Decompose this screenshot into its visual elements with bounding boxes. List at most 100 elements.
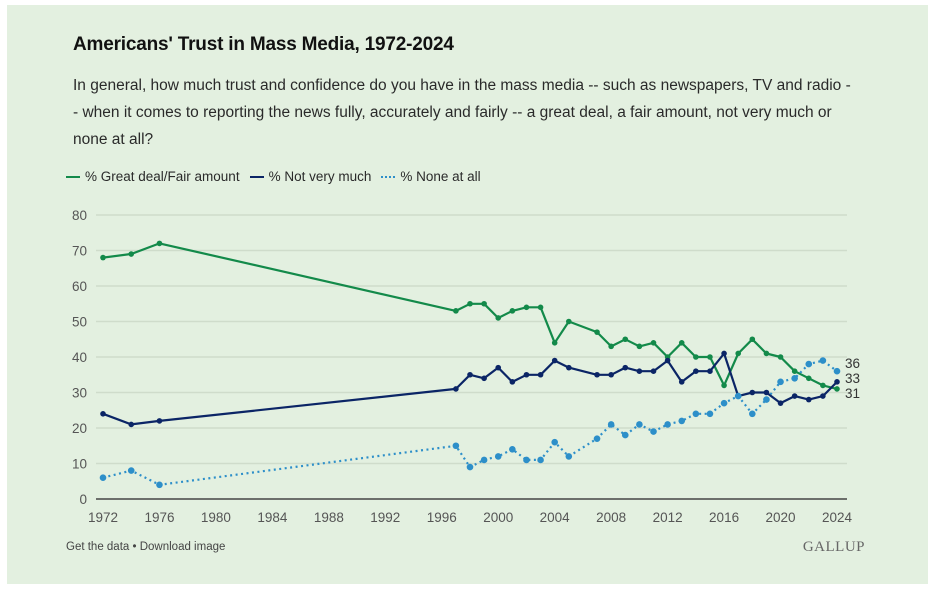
x-tick-label: 1984 [257, 510, 288, 525]
data-point[interactable] [650, 428, 657, 435]
data-point[interactable] [607, 421, 615, 428]
data-point[interactable] [721, 350, 727, 357]
data-point[interactable] [128, 421, 135, 428]
data-point[interactable] [834, 386, 840, 392]
data-point[interactable] [693, 368, 699, 375]
data-point[interactable] [537, 304, 544, 311]
data-point[interactable] [594, 329, 600, 335]
y-tick-label: 60 [72, 279, 87, 294]
data-point[interactable] [481, 300, 487, 307]
data-point[interactable] [735, 350, 741, 357]
data-point[interactable] [551, 438, 558, 446]
data-point[interactable] [749, 410, 756, 418]
data-point[interactable] [127, 467, 135, 474]
data-point[interactable] [467, 300, 473, 307]
footer-separator: • [129, 541, 140, 553]
data-point[interactable] [495, 364, 502, 371]
data-point[interactable] [509, 308, 516, 314]
data-point[interactable] [720, 399, 728, 407]
legend-label-not-very-much: % Not very much [268, 169, 372, 184]
data-point[interactable] [593, 435, 601, 442]
data-point[interactable] [805, 360, 813, 368]
data-point[interactable] [833, 367, 841, 375]
data-point[interactable] [128, 251, 135, 257]
x-tick-label: 1996 [427, 510, 457, 525]
data-point[interactable] [650, 340, 657, 346]
data-point[interactable] [791, 368, 798, 375]
data-point[interactable] [480, 456, 488, 464]
data-point[interactable] [721, 382, 727, 389]
y-tick-label: 10 [72, 457, 87, 472]
data-point[interactable] [537, 456, 544, 464]
data-point[interactable] [749, 389, 756, 396]
x-tick-label: 1992 [370, 510, 400, 525]
data-point[interactable] [664, 421, 671, 428]
data-point[interactable] [537, 371, 544, 378]
data-point[interactable] [523, 304, 530, 311]
data-point[interactable] [551, 357, 558, 364]
data-point[interactable] [523, 456, 530, 464]
legend-swatch-great-deal [66, 175, 80, 178]
data-point[interactable] [467, 371, 473, 378]
data-point[interactable] [693, 354, 699, 360]
data-point[interactable] [805, 396, 812, 403]
data-point[interactable] [594, 371, 600, 378]
data-point[interactable] [664, 357, 671, 364]
data-point[interactable] [566, 364, 572, 371]
data-point[interactable] [734, 392, 742, 400]
data-point[interactable] [820, 393, 826, 399]
data-point[interactable] [706, 410, 714, 418]
data-point[interactable] [692, 410, 700, 418]
data-point[interactable] [819, 357, 827, 364]
data-point[interactable] [650, 368, 657, 375]
data-point[interactable] [100, 254, 106, 261]
data-point[interactable] [678, 340, 685, 346]
data-point[interactable] [621, 431, 629, 439]
data-point[interactable] [156, 240, 163, 247]
data-point[interactable] [777, 400, 784, 406]
data-point[interactable] [636, 368, 643, 375]
data-point[interactable] [707, 354, 713, 360]
data-point[interactable] [777, 378, 784, 386]
data-point[interactable] [523, 371, 530, 378]
data-point[interactable] [453, 386, 459, 392]
data-point[interactable] [466, 463, 474, 471]
data-point[interactable] [834, 379, 840, 385]
data-point[interactable] [805, 375, 812, 382]
data-point[interactable] [678, 417, 686, 425]
data-point[interactable] [622, 336, 629, 343]
data-point[interactable] [763, 350, 770, 357]
data-point[interactable] [707, 368, 713, 375]
data-point[interactable] [791, 393, 798, 399]
data-point[interactable] [453, 308, 459, 314]
data-point[interactable] [565, 453, 573, 460]
data-point[interactable] [551, 340, 558, 346]
data-point[interactable] [678, 379, 685, 385]
data-point[interactable] [156, 481, 163, 489]
data-point[interactable] [566, 318, 572, 325]
data-point[interactable] [452, 442, 460, 450]
data-point[interactable] [820, 382, 826, 389]
data-point[interactable] [156, 418, 163, 424]
y-tick-label: 30 [72, 386, 87, 401]
data-point[interactable] [777, 354, 784, 360]
data-point[interactable] [100, 411, 106, 417]
data-point[interactable] [791, 375, 798, 382]
data-point[interactable] [608, 343, 614, 350]
data-point[interactable] [494, 453, 502, 460]
data-point[interactable] [99, 474, 107, 482]
data-point[interactable] [608, 371, 614, 378]
data-point[interactable] [481, 375, 487, 382]
download-image-link[interactable]: Download image [139, 541, 226, 553]
data-point[interactable] [509, 379, 516, 385]
data-point[interactable] [763, 396, 770, 403]
data-point[interactable] [495, 315, 502, 321]
data-point[interactable] [636, 421, 643, 428]
data-point[interactable] [763, 389, 770, 396]
data-point[interactable] [749, 336, 756, 343]
get-data-link[interactable]: Get the data [66, 541, 130, 553]
data-point[interactable] [509, 446, 516, 453]
data-point[interactable] [622, 364, 629, 371]
data-point[interactable] [636, 343, 643, 350]
footer-links: Get the data • Download image [66, 541, 225, 553]
